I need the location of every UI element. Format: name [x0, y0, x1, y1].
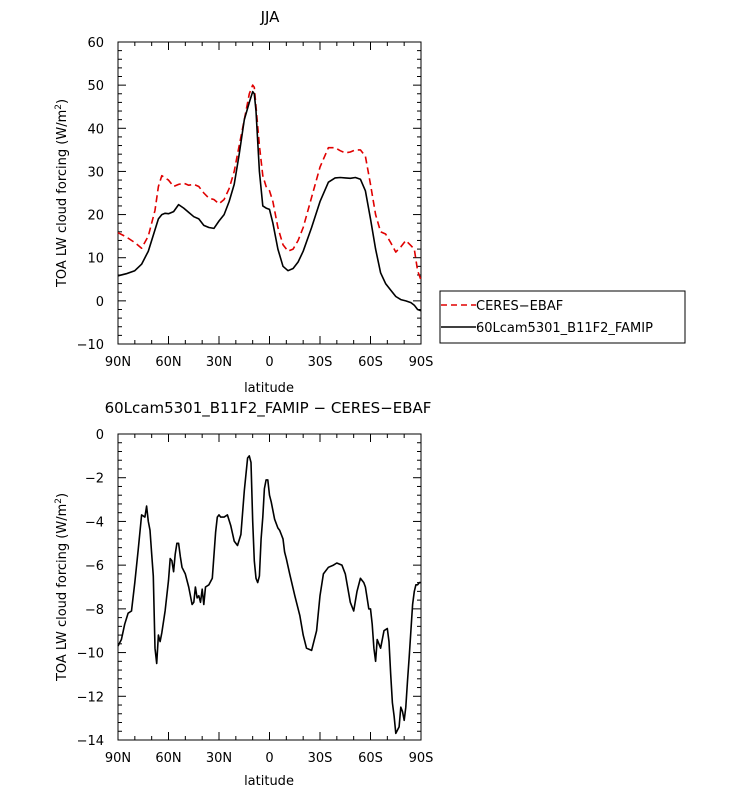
y-tick-label: 20 [87, 209, 104, 224]
series-line-1 [117, 90, 422, 312]
legend-label-ceres: CERES−EBAF [476, 299, 563, 314]
legend: CERES−EBAF 60Lcam5301_B11F2_FAMIP [439, 290, 686, 344]
y-tick-label: −10 [77, 338, 104, 353]
bottom-axis-ticks: 90N 60N 30N 0 30S 60S 90S 0 −2 −4 −6 −8 −10 −12 −14 [77, 428, 434, 766]
x-tick-label: 90S [409, 751, 434, 766]
y-tick-label: 0 [96, 428, 104, 443]
y-tick-label: −6 [85, 559, 104, 574]
bottom-plot-frame [117, 433, 422, 741]
y-tick-label: −10 [77, 647, 104, 662]
bottom-chart-title: 60Lcam5301_B11F2_FAMIP − CERES−EBAF [105, 399, 432, 418]
y-tick-label: 30 [87, 165, 104, 180]
y-tick-label: 0 [96, 295, 104, 310]
top-axis-ticks: 90N 60N 30N 0 30S 60S 90S 60 50 40 30 20 10 0 −10 [77, 36, 434, 370]
y-tick-label: −12 [77, 690, 104, 705]
top-series-lines [117, 84, 422, 312]
y-tick-label: −14 [77, 734, 104, 749]
x-tick-label: 90S [409, 355, 434, 370]
top-x-axis-label: latitude [244, 381, 294, 396]
x-tick-label: 0 [265, 355, 273, 370]
x-tick-label: 0 [265, 751, 273, 766]
legend-label-model: 60Lcam5301_B11F2_FAMIP [476, 321, 653, 336]
bottom-x-axis-label: latitude [244, 774, 294, 789]
bottom-series-lines [117, 455, 421, 735]
x-tick-label: 60S [358, 751, 383, 766]
bottom-y-axis-label: TOA LW cloud forcing (W/m2) [54, 493, 70, 682]
x-tick-label: 90N [105, 751, 131, 766]
x-tick-label: 60N [155, 751, 181, 766]
y-tick-label: 10 [87, 252, 104, 267]
x-tick-label: 30N [206, 751, 232, 766]
y-tick-label: 40 [87, 122, 104, 137]
x-tick-label: 90N [105, 355, 131, 370]
legend-box [439, 290, 686, 344]
x-tick-label: 60N [155, 355, 181, 370]
series-line-0 [117, 455, 421, 735]
y-tick-label: −8 [85, 603, 104, 618]
y-tick-label: 60 [87, 36, 104, 51]
top-chart-panel: JJA 90N 60N 30N 0 30S 60S 90S6050403020100−10 … [54, 8, 433, 396]
y-tick-label: −2 [85, 472, 104, 487]
y-tick-label: 50 [87, 79, 104, 94]
top-y-axis-label: TOA LW cloud forcing (W/m2) [54, 99, 70, 288]
x-tick-label: 30S [308, 355, 333, 370]
x-tick-label: 30N [206, 355, 232, 370]
top-chart-title: JJA [260, 8, 281, 26]
bottom-chart-panel: 60Lcam5301_B11F2_FAMIP − CERES−EBAF 90N 6… [54, 399, 433, 789]
series-line-0 [117, 84, 422, 281]
x-tick-label: 30S [308, 751, 333, 766]
y-tick-label: −4 [85, 515, 104, 530]
x-tick-label: 60S [358, 355, 383, 370]
